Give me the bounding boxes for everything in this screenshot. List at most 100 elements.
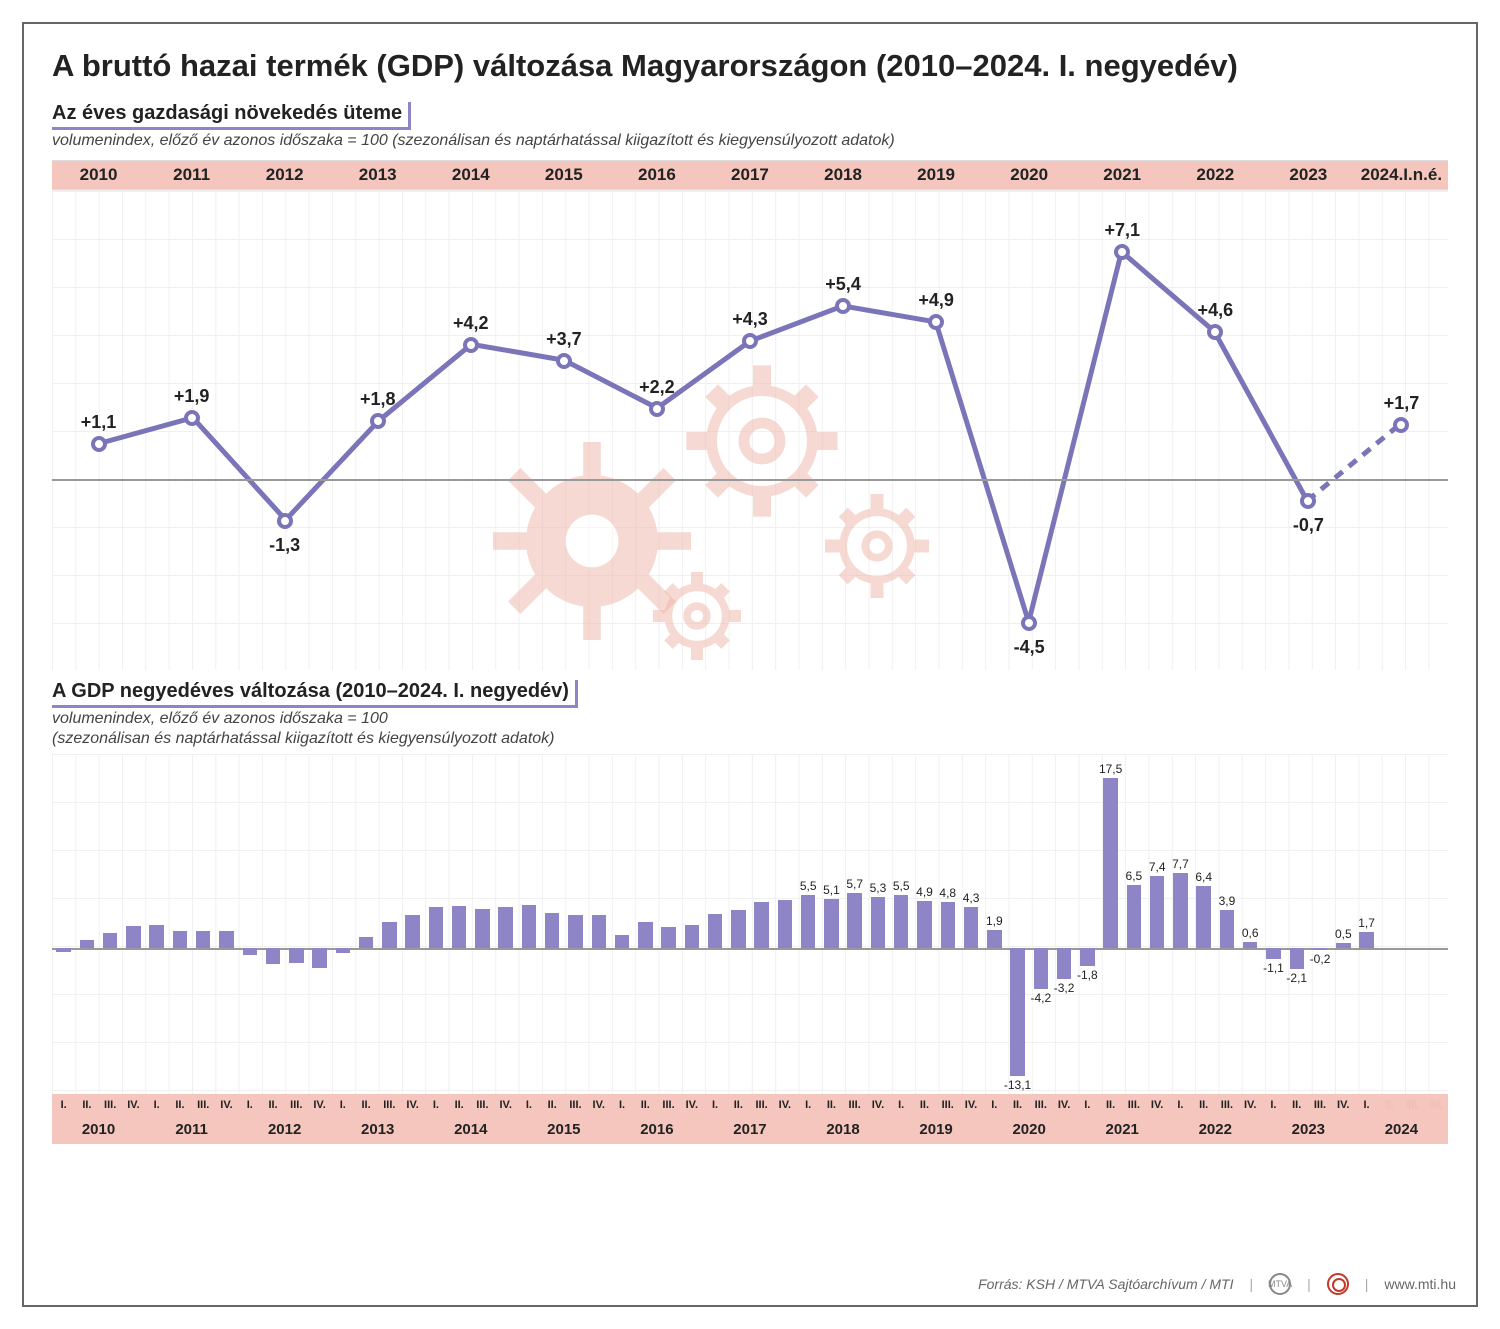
line-chart-note: volumenindex, előző év azonos időszaka =… — [52, 132, 1448, 150]
bar-value-label: 5,3 — [870, 881, 887, 895]
bar-value-label: 5,7 — [846, 877, 863, 891]
line-series-dashed — [1307, 424, 1400, 501]
year-header-cell: 2015 — [517, 165, 610, 185]
bar-value-label: 7,4 — [1149, 860, 1166, 874]
quarter-label: III. — [471, 1099, 494, 1111]
bar — [219, 931, 233, 948]
bar — [149, 925, 163, 948]
bar — [196, 931, 210, 948]
year-header-cell: 2014 — [424, 165, 517, 185]
quarter-label: III. — [657, 1099, 680, 1111]
bar — [1173, 873, 1187, 948]
line-chart-header: Az éves gazdasági növekedés üteme volume… — [52, 102, 1448, 156]
quarter-label: IV. — [494, 1099, 517, 1111]
quarter-label: IV. — [680, 1099, 703, 1111]
quarter-label: I. — [703, 1099, 726, 1111]
line-marker — [1114, 244, 1130, 260]
zero-axis-line — [52, 479, 1448, 481]
bar-value-label: -1,1 — [1263, 961, 1284, 975]
quarter-label: III. — [564, 1099, 587, 1111]
bar-value-label: -13,1 — [1004, 1078, 1031, 1092]
line-marker — [556, 353, 572, 369]
bar — [1359, 932, 1373, 949]
line-point-label: +2,2 — [639, 377, 675, 398]
main-title: A bruttó hazai termék (GDP) változása Ma… — [52, 48, 1448, 84]
year-strip-top: 2010201120122013201420152016201720182019… — [52, 160, 1448, 190]
bar — [1010, 948, 1024, 1075]
bar — [126, 926, 140, 948]
line-marker — [1300, 493, 1316, 509]
year-label-bottom: 2013 — [331, 1121, 424, 1138]
grid-background — [52, 754, 1448, 1094]
line-point-label: +1,9 — [174, 386, 210, 407]
quarter-label: III. — [1215, 1099, 1238, 1111]
bar — [708, 914, 722, 948]
line-data-point — [1114, 244, 1130, 260]
quarter-label: III. — [750, 1099, 773, 1111]
bar-value-label: -3,2 — [1054, 981, 1075, 995]
bar — [522, 905, 536, 949]
quarter-label: III. — [1122, 1099, 1145, 1111]
line-marker — [277, 513, 293, 529]
quarter-label: IV. — [959, 1099, 982, 1111]
bar — [405, 915, 419, 948]
quarter-label: II. — [1378, 1099, 1401, 1111]
quarter-label: I. — [983, 1099, 1006, 1111]
quarter-label: I. — [1262, 1099, 1285, 1111]
line-data-point — [184, 410, 200, 426]
year-header-cell: 2017 — [703, 165, 796, 185]
bar-chart-note2: (szezonálisan és naptárhatással kiigazít… — [52, 730, 1448, 748]
quarter-label: I. — [517, 1099, 540, 1111]
quarter-label: I. — [1169, 1099, 1192, 1111]
line-point-label: +4,9 — [918, 290, 954, 311]
line-point-label: +1,7 — [1384, 393, 1420, 414]
line-data-point — [928, 314, 944, 330]
quarter-label: II. — [448, 1099, 471, 1111]
year-label-bottom: 2010 — [52, 1121, 145, 1138]
year-label-bottom: 2022 — [1169, 1121, 1262, 1138]
line-point-label: +1,1 — [81, 412, 117, 433]
quarter-label: II. — [634, 1099, 657, 1111]
bar — [382, 922, 396, 948]
quarter-label: IV. — [1425, 1099, 1448, 1111]
line-svg — [52, 191, 1448, 670]
bar-value-label: 17,5 — [1099, 762, 1122, 776]
line-chart-area: +1,1+1,9-1,3+1,8+4,2+3,7+2,2+4,3+5,4+4,9… — [52, 190, 1448, 670]
bar — [615, 935, 629, 949]
year-label-bottom: 2016 — [610, 1121, 703, 1138]
quarter-label: II. — [75, 1099, 98, 1111]
line-data-point — [370, 413, 386, 429]
bar-value-label: 5,5 — [800, 879, 817, 893]
quarter-label: IV. — [308, 1099, 331, 1111]
quarter-label: I. — [890, 1099, 913, 1111]
bar — [754, 902, 768, 949]
bar — [871, 897, 885, 948]
bar-value-label: 6,4 — [1195, 870, 1212, 884]
bar — [336, 948, 350, 953]
bar — [475, 909, 489, 948]
quarter-label: III. — [99, 1099, 122, 1111]
bar — [266, 948, 280, 964]
quarter-label: I. — [145, 1099, 168, 1111]
line-data-point — [463, 337, 479, 353]
year-header-cell: 2012 — [238, 165, 331, 185]
line-point-label: +7,1 — [1104, 220, 1140, 241]
line-marker — [1393, 417, 1409, 433]
year-label-bottom: 2015 — [517, 1121, 610, 1138]
line-series-solid — [100, 252, 1307, 622]
quarter-label: IV. — [1332, 1099, 1355, 1111]
quarter-label: III. — [1029, 1099, 1052, 1111]
line-data-point — [1207, 324, 1223, 340]
year-header-cell: 2024.I.n.é. — [1355, 165, 1448, 185]
line-marker — [742, 333, 758, 349]
year-header-cell: 2011 — [145, 165, 238, 185]
line-data-point — [835, 298, 851, 314]
bar-value-label: 0,6 — [1242, 926, 1259, 940]
bar — [941, 902, 955, 949]
quarter-label: II. — [727, 1099, 750, 1111]
quarter-label: I. — [1355, 1099, 1378, 1111]
year-header-cell: 2010 — [52, 165, 145, 185]
quarter-labels-row: I.II.III.IV.I.II.III.IV.I.II.III.IV.I.II… — [52, 1094, 1448, 1116]
bar-value-label: 4,8 — [939, 886, 956, 900]
year-label-bottom: 2024 — [1355, 1121, 1448, 1138]
